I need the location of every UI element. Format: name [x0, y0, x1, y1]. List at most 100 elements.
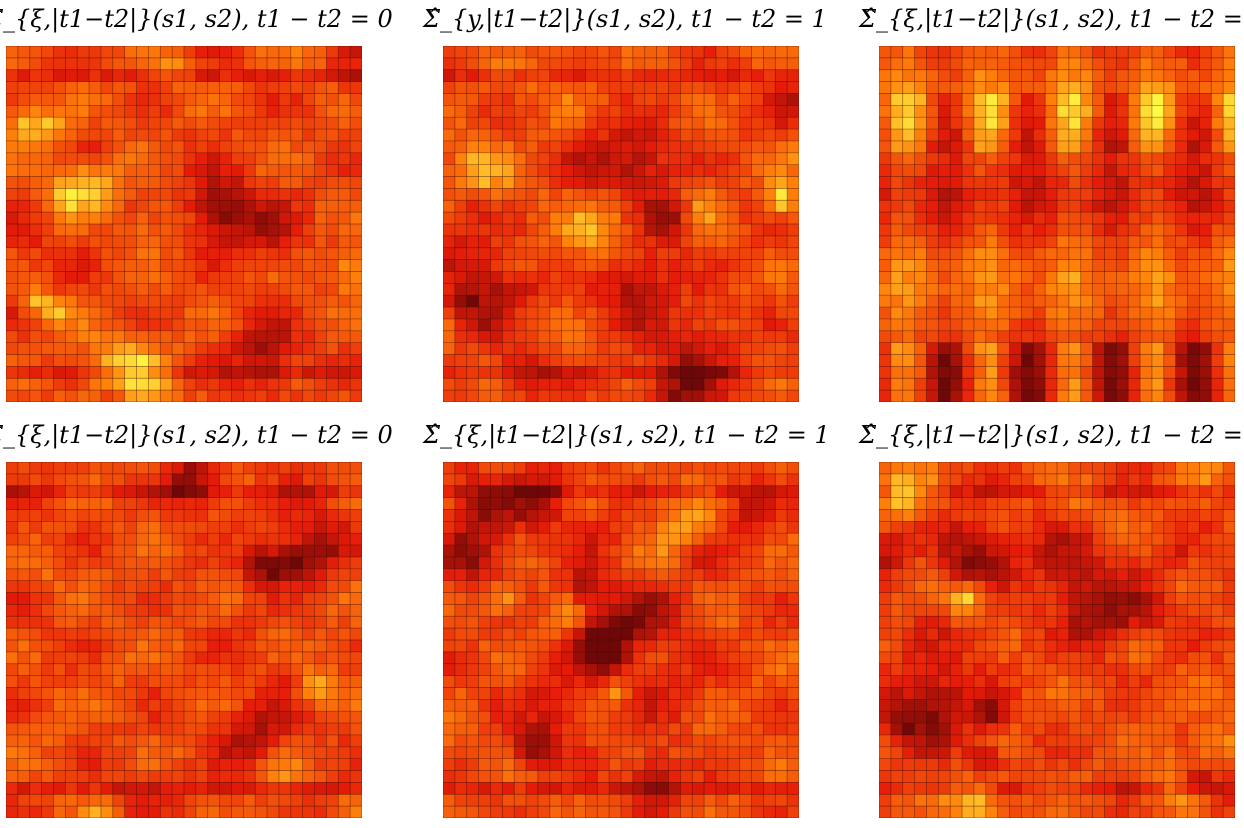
- heatmap-cell: [1009, 378, 1022, 391]
- heatmap-cell: [1163, 271, 1176, 284]
- heatmap-cell: [124, 354, 137, 367]
- heatmap-cell: [1175, 366, 1188, 379]
- heatmap-cell: [41, 354, 54, 367]
- heatmap-cell: [704, 592, 717, 605]
- heatmap-cell: [914, 247, 927, 260]
- heatmap-cell: [727, 176, 740, 189]
- heatmap-cell: [454, 283, 468, 296]
- heatmap-cell: [17, 628, 31, 641]
- heatmap-cell: [29, 176, 42, 189]
- heatmap-cell: [136, 140, 149, 154]
- heatmap-cell: [879, 247, 892, 260]
- heatmap-cell: [502, 794, 515, 807]
- heatmap-cell: [973, 164, 987, 177]
- heatmap-cell: [763, 497, 776, 510]
- heatmap-cell: [478, 235, 491, 249]
- heatmap-cell: [890, 354, 904, 367]
- heatmap-cell: [787, 140, 799, 154]
- heatmap-cell: [1068, 57, 1082, 71]
- heatmap-cell: [160, 283, 173, 296]
- heatmap-cell: [490, 259, 503, 272]
- heatmap-cell: [585, 711, 598, 724]
- heatmap-cell: [124, 188, 137, 201]
- heatmap-cell: [65, 57, 78, 71]
- heatmap-cell: [136, 318, 149, 332]
- heatmap-cell: [879, 224, 892, 237]
- heatmap-cell: [1163, 259, 1176, 272]
- heatmap-cell: [243, 770, 256, 783]
- heatmap-cell: [537, 271, 551, 284]
- heatmap-cell: [962, 247, 975, 260]
- heatmap-cell: [787, 307, 799, 320]
- heatmap-cell: [537, 283, 551, 296]
- heatmap-cell: [267, 117, 280, 130]
- heatmap-cell: [890, 247, 904, 260]
- heatmap-cell: [914, 462, 927, 475]
- heatmap-cell: [1045, 390, 1058, 402]
- heatmap-cell: [1057, 390, 1070, 402]
- heatmap-cell: [962, 473, 975, 487]
- heatmap-cell: [1104, 235, 1117, 249]
- heatmap-cell: [985, 176, 998, 189]
- heatmap-cell: [160, 556, 173, 570]
- heatmap-cell: [739, 687, 752, 700]
- heatmap-cell: [926, 473, 939, 487]
- heatmap-cell: [1057, 259, 1070, 272]
- heatmap-cell: [573, 746, 586, 759]
- heatmap-cell: [1211, 390, 1224, 402]
- heatmap-cell: [704, 782, 717, 795]
- heatmap-cell: [1187, 318, 1200, 332]
- heatmap-cell: [326, 366, 339, 379]
- heatmap-cell: [490, 758, 503, 771]
- heatmap-cell: [985, 342, 998, 355]
- heatmap-cell: [89, 295, 102, 308]
- heatmap-cell: [41, 69, 54, 82]
- heatmap-cell: [454, 568, 468, 581]
- heatmap-cell: [89, 224, 102, 237]
- heatmap-cell: [751, 497, 764, 510]
- heatmap-cell: [585, 604, 598, 617]
- heatmap-cell: [514, 390, 527, 402]
- heatmap-cell: [243, 235, 256, 249]
- heatmap-cell: [1080, 164, 1093, 177]
- heatmap-cell: [879, 81, 892, 94]
- heatmap-cell: [160, 259, 173, 272]
- heatmap-cell: [100, 129, 114, 142]
- heatmap-cell: [680, 224, 693, 237]
- heatmap-cell: [160, 628, 173, 641]
- heatmap-cell: [184, 473, 197, 487]
- heatmap-cell: [41, 568, 54, 581]
- heatmap-cell: [938, 224, 951, 237]
- heatmap-cell: [573, 69, 586, 82]
- heatmap-cell: [680, 746, 693, 759]
- heatmap-cell: [17, 212, 31, 225]
- heatmap-cell: [751, 247, 764, 260]
- heatmap-cell: [112, 164, 125, 177]
- heatmap-cell: [668, 462, 681, 475]
- heatmap-cell: [1151, 152, 1165, 165]
- heatmap-cell: [1140, 509, 1153, 522]
- heatmap-cell: [6, 129, 19, 142]
- heatmap-cell: [573, 556, 586, 570]
- heatmap-cell: [243, 200, 256, 213]
- heatmap-cell: [490, 640, 503, 653]
- heatmap-cell: [326, 200, 339, 213]
- heatmap-cell: [466, 509, 479, 522]
- heatmap-cell: [537, 663, 551, 676]
- heatmap-cell: [692, 235, 705, 249]
- heatmap-cell: [89, 545, 102, 558]
- heatmap-cell: [490, 342, 503, 355]
- heatmap-cell: [526, 81, 539, 94]
- heatmap-cell: [973, 521, 987, 534]
- heatmap-cell: [739, 711, 752, 724]
- heatmap-cell: [41, 176, 54, 189]
- heatmap-cell: [973, 152, 987, 165]
- heatmap-cell: [739, 318, 752, 332]
- heatmap-cell: [1116, 354, 1129, 367]
- heatmap-cell: [1116, 117, 1129, 130]
- heatmap-cell: [656, 105, 669, 118]
- heatmap-cell: [89, 200, 102, 213]
- heatmap-cell: [338, 604, 351, 617]
- heatmap-cell: [609, 533, 622, 546]
- heatmap-cell: [950, 330, 963, 343]
